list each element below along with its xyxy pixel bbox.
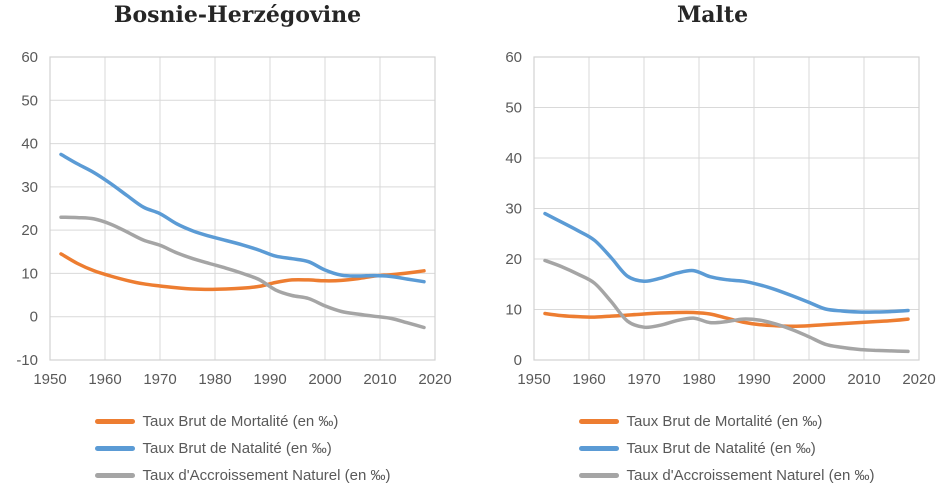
- mortalite-line-swatch: [578, 419, 619, 424]
- legend-label-mortalite: Taux Brut de Mortalité (en ‰): [626, 413, 823, 430]
- svg-text:1980: 1980: [198, 371, 231, 388]
- legend-label-mortalite: Taux Brut de Mortalité (en ‰): [142, 413, 339, 430]
- legend-item-natalite: Taux Brut de Natalité (en ‰): [94, 435, 391, 462]
- legend-item-accroissement: Taux d'Accroissement Naturel (en ‰): [94, 462, 391, 489]
- svg-text:1960: 1960: [572, 371, 605, 388]
- mortalite-line-swatch: [94, 419, 135, 424]
- legend-item-mortalite: Taux Brut de Mortalité (en ‰): [94, 408, 391, 435]
- svg-text:50: 50: [21, 92, 38, 109]
- svg-text:30: 30: [21, 179, 38, 196]
- line-chart-malte: 0 10 20 30 40 50 60 1950 1960 1970 1980 1990 2000 201…: [505, 49, 935, 388]
- legend-bosnia: Taux Brut de Mortalité (en ‰) Taux Brut …: [94, 408, 391, 489]
- svg-text:1970: 1970: [627, 371, 660, 388]
- svg-text:20: 20: [505, 251, 522, 268]
- svg-text:30: 30: [505, 201, 522, 218]
- svg-text:2010: 2010: [363, 371, 396, 388]
- legend-item-natalite: Taux Brut de Natalité (en ‰): [578, 435, 875, 462]
- legend-label-natalite: Taux Brut de Natalité (en ‰): [626, 440, 816, 457]
- chart-panel-malte: Malte 0 10 20 30 40 50 60 1950 1960 1970 1980 1990 2…: [475, 0, 950, 500]
- svg-text:2000: 2000: [308, 371, 341, 388]
- legend-item-mortalite: Taux Brut de Mortalité (en ‰): [578, 408, 875, 435]
- svg-text:40: 40: [505, 150, 522, 167]
- svg-text:2000: 2000: [792, 371, 825, 388]
- chart-title-malte: Malte: [676, 2, 749, 28]
- svg-text:1990: 1990: [737, 371, 770, 388]
- chart-title-bosnia: Bosnie-Herzégovine: [113, 2, 362, 28]
- svg-text:1990: 1990: [253, 371, 286, 388]
- legend-label-natalite: Taux Brut de Natalité (en ‰): [142, 440, 332, 457]
- natalite-line-swatch: [94, 446, 135, 451]
- chart-panel-bosnia: Bosnie-Herzégovine -10 0 10 20 30 40 50 60 1950 1…: [16, 2, 451, 489]
- legend-malte: Taux Brut de Mortalité (en ‰) Taux Brut …: [578, 408, 875, 489]
- svg-text:2020: 2020: [902, 371, 935, 388]
- svg-text:20: 20: [21, 222, 38, 239]
- svg-text:2010: 2010: [847, 371, 880, 388]
- accroissement-line-swatch: [578, 473, 619, 478]
- svg-text:1980: 1980: [682, 371, 715, 388]
- svg-text:10: 10: [505, 302, 522, 319]
- svg-text:60: 60: [505, 49, 522, 66]
- svg-text:-10: -10: [16, 352, 38, 369]
- svg-text:0: 0: [514, 352, 522, 369]
- natalite-line-swatch: [578, 446, 619, 451]
- svg-text:10: 10: [21, 265, 38, 282]
- svg-text:1950: 1950: [33, 371, 66, 388]
- legend-label-accroissement: Taux d'Accroissement Naturel (en ‰): [142, 467, 391, 484]
- svg-text:40: 40: [21, 136, 38, 153]
- svg-text:1970: 1970: [143, 371, 176, 388]
- svg-text:2020: 2020: [418, 371, 451, 388]
- line-chart-bosnia: -10 0 10 20 30 40 50 60 1950 1960 1970 1980 1990 2000…: [16, 49, 451, 388]
- svg-text:50: 50: [505, 100, 522, 117]
- accroissement-line-swatch: [94, 473, 135, 478]
- legend-item-accroissement: Taux d'Accroissement Naturel (en ‰): [578, 462, 875, 489]
- svg-text:60: 60: [21, 49, 38, 66]
- svg-text:1950: 1950: [517, 371, 550, 388]
- svg-text:0: 0: [30, 309, 38, 326]
- legend-label-accroissement: Taux d'Accroissement Naturel (en ‰): [626, 467, 875, 484]
- svg-text:1960: 1960: [88, 371, 121, 388]
